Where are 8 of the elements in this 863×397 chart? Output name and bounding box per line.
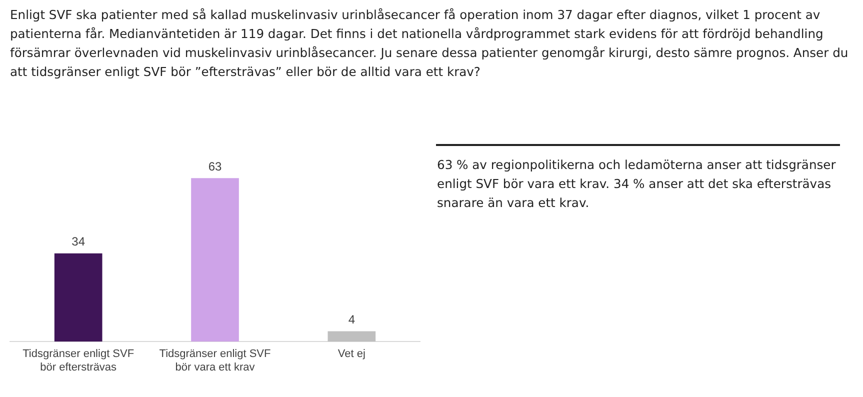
- chart-title: Enligt SVF ska patienter med så kallad muskelinvasiv urinblåsecancer få operation inom 37 dagar efter diagnos, vilket 1 procent av patienterna får. Medianväntetiden är 119 dagar. Det finns i det nationella vårdprogrammet stark evidens för att fördröjd behandling försämrar överlevnaden vid muskelinvasiv urinblåsecancer. Ju senare dessa patienter genomgår kirurgi, desto sämre prognos. Anser du att tidsgränser enligt SVF bör ”eftersträvas” eller bör de alltid vara ett krav?: [10, 7, 850, 81]
- data-label: 63: [208, 159, 222, 174]
- x-tick-label: Tidsgränser enligt SVF bör vara ett krav: [159, 348, 272, 374]
- data-label: 34: [72, 234, 86, 249]
- data-label: 4: [348, 312, 356, 327]
- x-tick-label: Tidsgränser enligt SVF bör eftersträvas: [22, 348, 134, 374]
- text: 63 % av regionpolitikerna och ledamöterna anser att tidsgränser enligt SVF bör vara ett krav. 34 % anser att det ska eftersträvas snarare än vara ett krav.: [437, 157, 837, 212]
- x-tick-label: Vet ej: [338, 348, 366, 360]
